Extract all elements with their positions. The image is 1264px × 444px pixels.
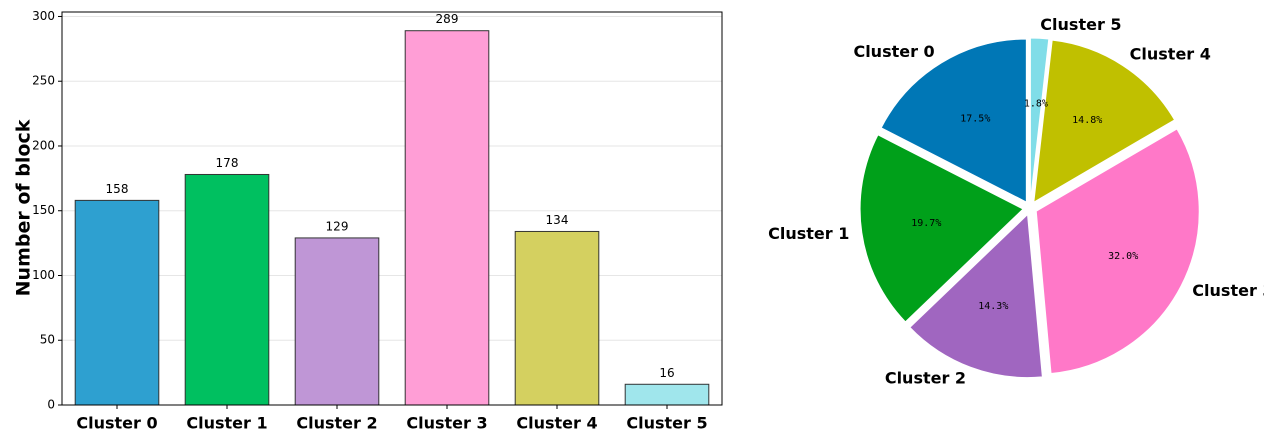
pie-category-label: Cluster 3 xyxy=(1192,281,1264,300)
pie-percent-label: 32.0% xyxy=(1108,251,1138,262)
pie-slice xyxy=(1035,128,1200,375)
pie-percent-label: 19.7% xyxy=(911,218,941,229)
pie-category-label: Cluster 1 xyxy=(768,224,849,243)
y-tick-label: 0 xyxy=(47,398,55,412)
bar-value-label: 129 xyxy=(326,219,349,233)
bar xyxy=(404,30,490,406)
x-tick-label: Cluster 1 xyxy=(186,414,267,433)
pie-slice xyxy=(909,213,1043,378)
bar xyxy=(624,383,710,406)
y-tick-label: 150 xyxy=(32,203,55,217)
pie-slice xyxy=(880,38,1027,203)
y-tick-label: 50 xyxy=(40,333,55,347)
bar-value-label: 158 xyxy=(106,182,129,196)
pie-slice xyxy=(1033,39,1176,204)
plot-frame xyxy=(61,11,723,406)
pie-percent-label: 1.8% xyxy=(1024,98,1048,109)
y-tick-label: 200 xyxy=(32,138,55,152)
bar-value-label: 289 xyxy=(436,12,459,26)
bar xyxy=(294,237,380,406)
pie-category-label: Cluster 5 xyxy=(1040,15,1121,34)
x-tick-label: Cluster 5 xyxy=(626,414,707,433)
bar xyxy=(184,173,270,406)
x-tick-label: Cluster 2 xyxy=(296,414,377,433)
x-tick-label: Cluster 4 xyxy=(516,414,597,433)
x-tick-label: Cluster 3 xyxy=(406,414,487,433)
bar-value-label: 16 xyxy=(659,366,674,380)
pie-percent-label: 17.5% xyxy=(960,114,990,125)
y-axis-label: Number of block xyxy=(13,119,35,296)
pie-slice xyxy=(859,134,1024,323)
pie-category-label: Cluster 4 xyxy=(1130,45,1211,64)
bar xyxy=(74,199,160,406)
pie-category-label: Cluster 2 xyxy=(885,368,966,387)
x-tick-label: Cluster 0 xyxy=(76,414,157,433)
pie-slice xyxy=(1029,37,1050,202)
bar xyxy=(514,230,600,406)
y-tick-label: 300 xyxy=(32,9,55,23)
y-tick-label: 100 xyxy=(32,268,55,282)
pie-percent-label: 14.8% xyxy=(1072,115,1102,126)
bar-value-label: 178 xyxy=(216,156,239,170)
pie-category-label: Cluster 0 xyxy=(853,42,934,61)
pie-percent-label: 14.3% xyxy=(978,301,1008,312)
bar-value-label: 134 xyxy=(546,213,569,227)
y-tick-label: 250 xyxy=(32,74,55,88)
